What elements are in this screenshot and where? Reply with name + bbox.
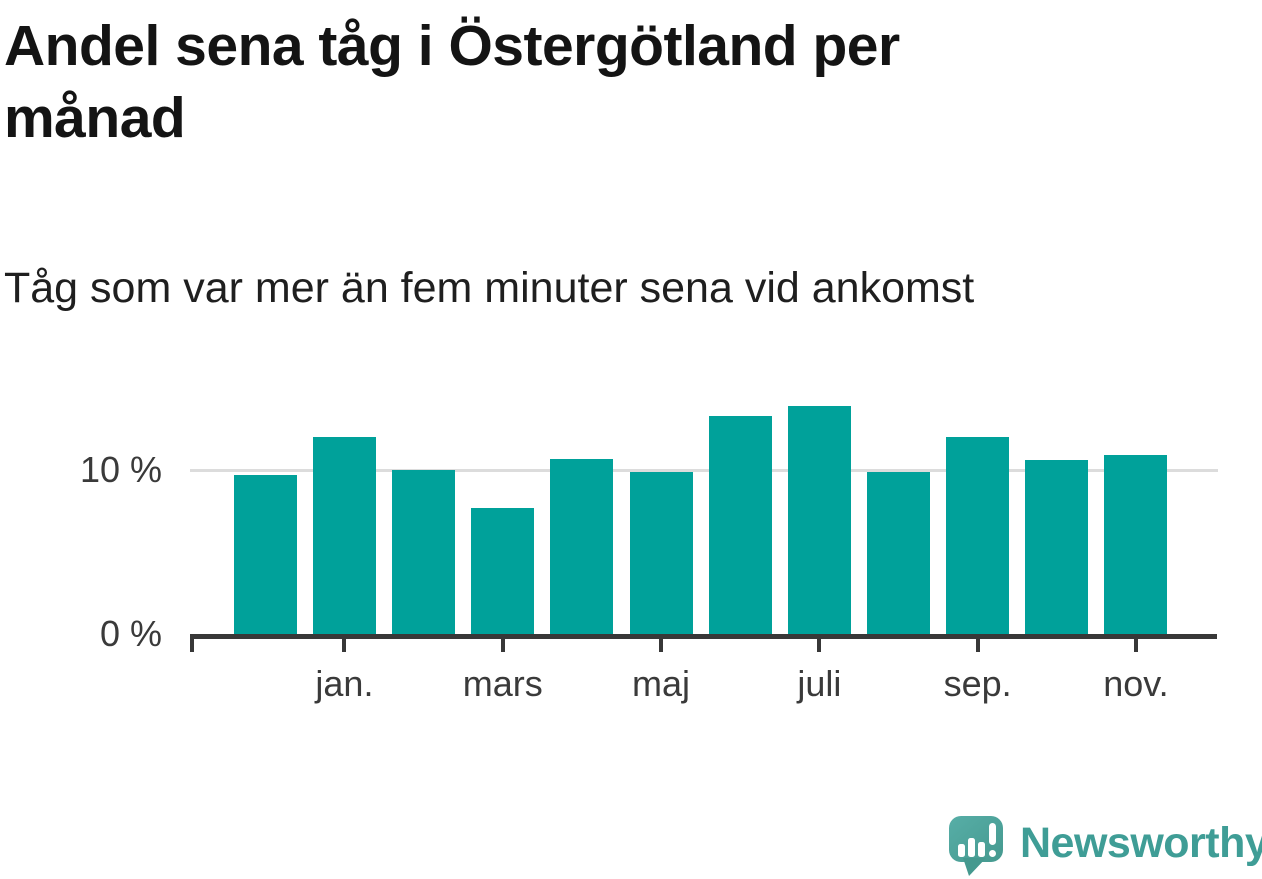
bar-juni <box>708 415 772 634</box>
y-label-10-percent: 10 % <box>79 449 162 490</box>
bar-nov. <box>1104 455 1168 634</box>
chart-subtitle: Tåg som var mer än fem minuter sena vid … <box>4 264 975 312</box>
logo-bar-small-icon <box>958 844 965 857</box>
bar-maj <box>629 471 693 634</box>
x-tick-nov. <box>1133 638 1138 652</box>
logo-exclamation-dot-icon <box>989 850 996 857</box>
x-label-mars: mars <box>462 663 543 704</box>
logo-bar-mid-icon <box>978 842 985 857</box>
gridline-10-percent <box>190 468 1218 472</box>
x-tick-maj <box>659 638 664 652</box>
x-axis-line <box>190 634 1217 639</box>
bar-dec. <box>233 474 297 634</box>
x-tick-sep. <box>975 638 980 652</box>
x-label-jan.: jan. <box>315 663 374 704</box>
x-label-maj: maj <box>632 663 691 704</box>
y-label-0-percent: 0 % <box>99 613 162 654</box>
bar-mars <box>471 507 535 634</box>
bar-jan. <box>312 437 376 634</box>
bar-aug. <box>867 471 930 634</box>
bar-sep. <box>946 437 1010 634</box>
bubble-tail <box>963 858 986 876</box>
bar-apr. <box>550 458 614 634</box>
chart-title: Andel sena tåg i Östergötland per månad <box>4 14 900 150</box>
bar-juli <box>787 406 851 634</box>
x-label-nov.: nov. <box>1103 663 1169 704</box>
bar-chart-plot-area: jan. mars maj juli sep. nov. <box>190 388 1218 704</box>
x-label-juli: juli <box>797 663 842 704</box>
logo-exclamation-stem-icon <box>989 823 996 845</box>
x-tick-mars <box>500 638 505 652</box>
x-axis-start-tick <box>190 638 194 652</box>
bar-feb. <box>392 470 456 634</box>
x-label-sep.: sep. <box>943 663 1012 704</box>
x-tick-juli <box>817 638 822 652</box>
newsworthy-speech-bubble-icon <box>949 816 1003 876</box>
bar-okt. <box>1025 460 1089 634</box>
newsworthy-wordmark: Newsworthy <box>1020 819 1262 867</box>
logo-bar-tall-icon <box>968 838 975 857</box>
newsworthy-logo: Newsworthy <box>949 816 1262 878</box>
x-tick-jan. <box>342 638 347 652</box>
